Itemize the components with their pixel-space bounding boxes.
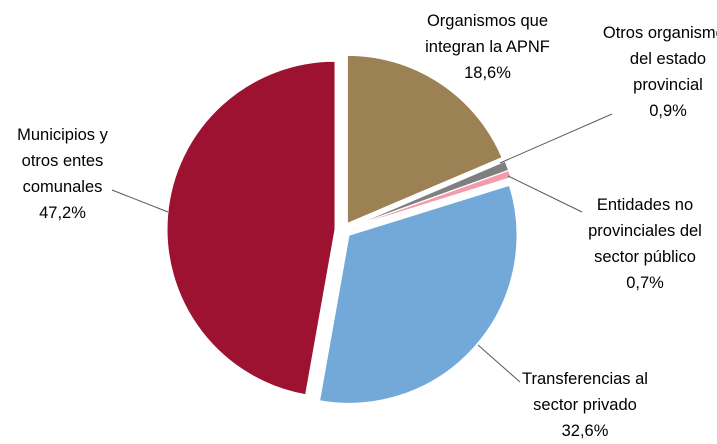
value-label: 18,6%: [464, 64, 511, 82]
value-label: 0,7%: [626, 274, 664, 292]
leader-line: [477, 344, 521, 383]
category-label: Municipios y otros entes comunales: [17, 126, 108, 196]
leader-line: [111, 189, 169, 213]
value-label: 0,9%: [649, 102, 687, 120]
pie-slice: [346, 54, 503, 225]
slice-label: Entidades no provinciales del sector púb…: [570, 192, 717, 296]
slice-label: Municipios y otros entes comunales 47,2%: [0, 122, 125, 226]
slice-label: Transferencias al sector privado 32,6%: [505, 366, 665, 444]
slice-label: Otros organismos del estado provincial 0,…: [598, 20, 717, 124]
category-label: Entidades no provinciales del sector púb…: [588, 196, 702, 266]
slice-label: Organismos que integran la APNF 18,6%: [400, 8, 575, 86]
pie-slice: [319, 184, 518, 404]
category-label: Otros organismos del estado provincial: [602, 24, 717, 94]
pie-slice: [166, 60, 336, 396]
value-label: 47,2%: [39, 204, 86, 222]
category-label: Organismos que integran la APNF: [425, 12, 550, 56]
leader-line: [507, 175, 583, 213]
leader-line: [499, 113, 613, 164]
category-label: Transferencias al sector privado: [522, 370, 648, 414]
value-label: 32,6%: [561, 422, 609, 440]
